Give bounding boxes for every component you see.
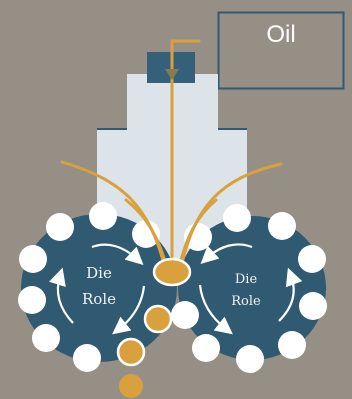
droplet [119, 374, 143, 398]
pellet [32, 324, 60, 352]
right-roll-rotation [198, 243, 303, 335]
left-roll-rotation [48, 243, 146, 335]
left-roll-pellets [18, 202, 160, 372]
right-roll-label-line2: Role [231, 294, 261, 309]
droplet [116, 337, 146, 367]
oil-droplets [116, 257, 192, 398]
curved-rotation-arrow-icon [200, 243, 253, 264]
curved-rotation-arrow-icon [112, 285, 146, 335]
right-roll-pellets [171, 204, 327, 373]
oil-spray-right-outer [178, 162, 283, 274]
oil-legend-label: Oil [266, 21, 295, 48]
oil-legend-box [217, 11, 345, 90]
downward-arrow-icon [165, 69, 179, 80]
pellet [46, 213, 74, 241]
pellet [236, 345, 264, 373]
pellet [278, 331, 306, 359]
curved-rotation-arrow-icon [91, 243, 144, 265]
oil-legend: Oil [217, 11, 345, 90]
left-roll-label-line2: Role [82, 290, 116, 308]
curved-rotation-arrow-icon [278, 267, 303, 322]
oil-feed-line [170, 39, 201, 274]
curved-rotation-arrow-icon [198, 284, 233, 335]
pellet [18, 286, 46, 314]
left-roll-label-line1: Die [86, 264, 112, 282]
droplet-nip [152, 257, 192, 287]
right-roll-label-line1: Die [235, 272, 258, 287]
pellet [192, 334, 220, 362]
pellet [223, 204, 251, 232]
pellet [89, 202, 117, 230]
pellet [19, 245, 47, 273]
pellet [132, 220, 160, 248]
droplet [143, 304, 173, 334]
curved-rotation-arrow-icon [48, 267, 74, 324]
pellet [73, 344, 101, 372]
pellet [268, 212, 296, 240]
pellet [171, 301, 199, 329]
pellet [298, 245, 326, 273]
pellet [299, 292, 327, 320]
